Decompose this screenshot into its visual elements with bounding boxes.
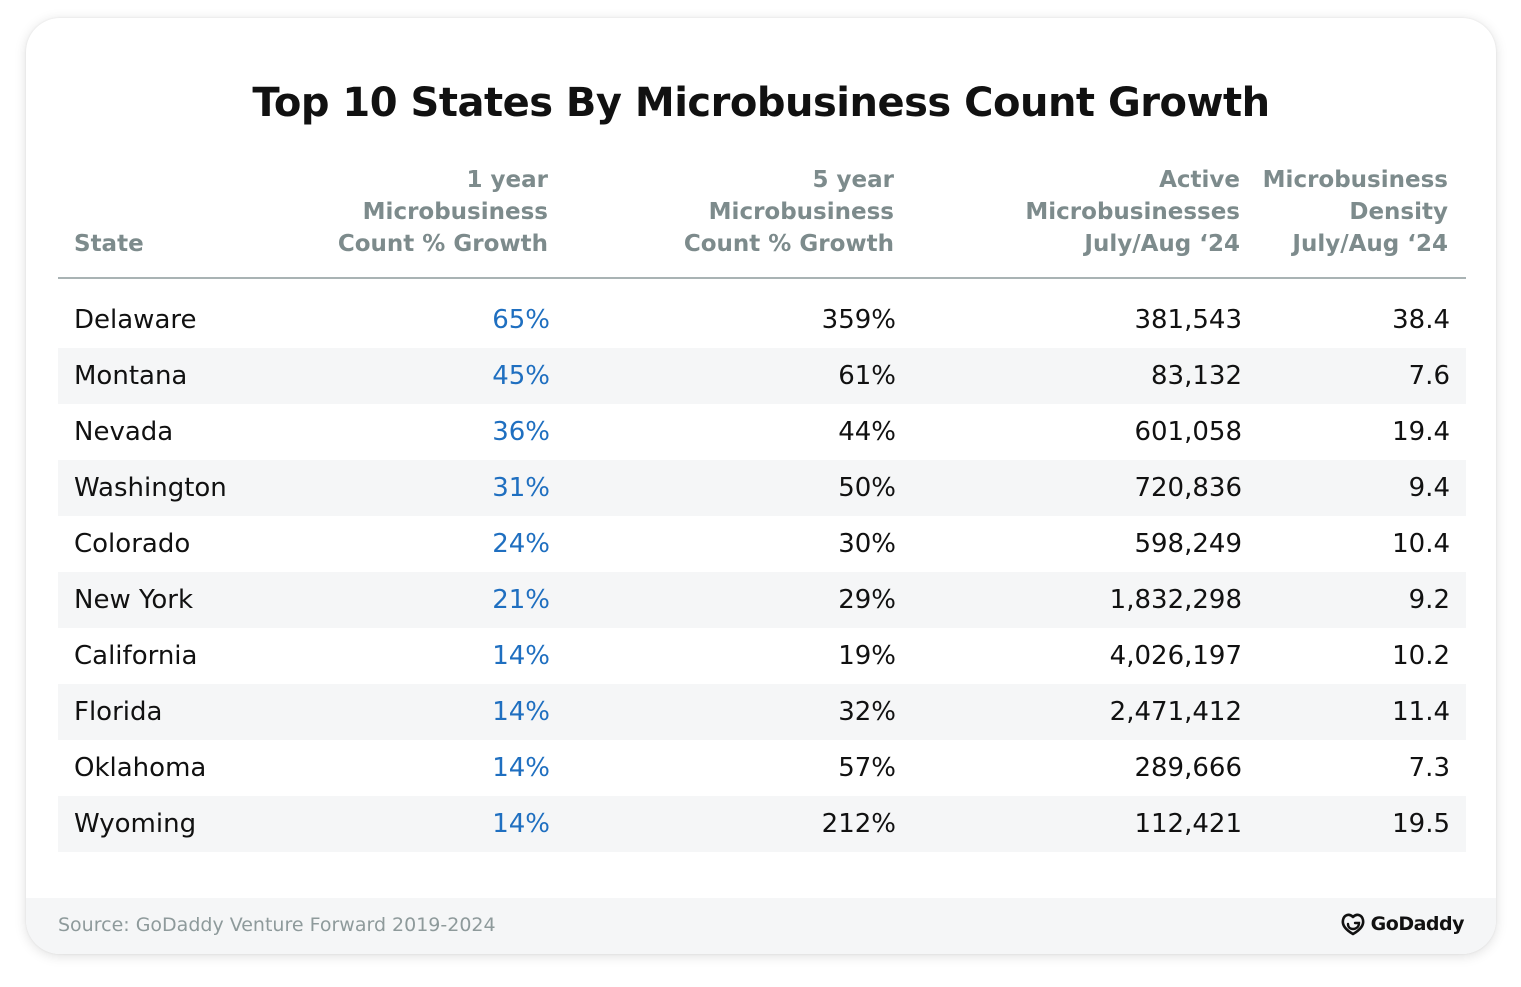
chart-card: Top 10 States By Microbusiness Count Gro… <box>26 18 1496 954</box>
cell-active-microbusinesses: 83,132 <box>1151 361 1242 391</box>
cell-one-year-growth: 24% <box>492 529 550 559</box>
cell-five-year-growth: 44% <box>838 417 896 447</box>
cell-five-year-growth: 32% <box>838 697 896 727</box>
table-body: Delaware 65% 359% 381,543 38.4 Montana 45% 61% 8… <box>58 292 1466 852</box>
godaddy-logo: GoDaddy <box>1340 912 1465 936</box>
header-one-year-growth: 1 year Microbusiness Count % Growth <box>337 167 548 257</box>
cell-state: Nevada <box>74 417 174 447</box>
cell-state: Oklahoma <box>74 753 207 783</box>
header-divider <box>58 277 1466 279</box>
source-note: Source: GoDaddy Venture Forward 2019-202… <box>58 914 496 936</box>
cell-state: Florida <box>74 697 163 727</box>
cell-active-microbusinesses: 1,832,298 <box>1109 585 1242 615</box>
cell-active-microbusinesses: 601,058 <box>1134 417 1242 447</box>
cell-five-year-growth: 61% <box>838 361 896 391</box>
cell-active-microbusinesses: 381,543 <box>1134 305 1242 335</box>
table-row: Wyoming 14% 212% 112,421 19.5 <box>58 796 1466 852</box>
cell-microbusiness-density: 38.4 <box>1392 305 1450 335</box>
table-row: Florida 14% 32% 2,471,412 11.4 <box>58 684 1466 740</box>
cell-microbusiness-density: 19.4 <box>1392 417 1450 447</box>
godaddy-logo-icon <box>1341 913 1365 936</box>
cell-microbusiness-density: 9.2 <box>1408 585 1450 615</box>
cell-microbusiness-density: 10.2 <box>1392 641 1450 671</box>
table-row: Oklahoma 14% 57% 289,666 7.3 <box>58 740 1466 796</box>
cell-five-year-growth: 359% <box>821 305 896 335</box>
cell-state: Montana <box>74 361 188 391</box>
cell-state: California <box>74 641 198 671</box>
cell-five-year-growth: 30% <box>838 529 896 559</box>
footer: Source: GoDaddy Venture Forward 2019-202… <box>26 898 1496 954</box>
cell-one-year-growth: 14% <box>492 809 550 839</box>
cell-state: New York <box>74 585 194 615</box>
cell-five-year-growth: 29% <box>838 585 896 615</box>
table-row: Washington 31% 50% 720,836 9.4 <box>58 460 1466 516</box>
header-state: State <box>74 231 144 257</box>
cell-microbusiness-density: 10.4 <box>1392 529 1450 559</box>
cell-microbusiness-density: 9.4 <box>1408 473 1450 503</box>
header-active-microbusinesses: Active Microbusinesses July/Aug ‘24 <box>1025 167 1240 257</box>
table-row: Nevada 36% 44% 601,058 19.4 <box>58 404 1466 460</box>
cell-microbusiness-density: 7.3 <box>1408 753 1450 783</box>
cell-active-microbusinesses: 720,836 <box>1134 473 1242 503</box>
table-row: New York 21% 29% 1,832,298 9.2 <box>58 572 1466 628</box>
cell-state: Colorado <box>74 529 191 559</box>
cell-microbusiness-density: 11.4 <box>1392 697 1450 727</box>
cell-five-year-growth: 57% <box>838 753 896 783</box>
cell-one-year-growth: 65% <box>492 305 550 335</box>
cell-one-year-growth: 14% <box>492 641 550 671</box>
cell-five-year-growth: 212% <box>821 809 896 839</box>
cell-one-year-growth: 14% <box>492 753 550 783</box>
cell-active-microbusinesses: 2,471,412 <box>1109 697 1242 727</box>
logo-text: GoDaddy <box>1370 913 1465 935</box>
cell-state: Delaware <box>74 305 197 335</box>
cell-active-microbusinesses: 598,249 <box>1134 529 1242 559</box>
header-five-year-growth: 5 year Microbusiness Count % Growth <box>683 167 894 257</box>
cell-state: Wyoming <box>74 809 197 839</box>
cell-state: Washington <box>74 473 227 503</box>
table-row: California 14% 19% 4,026,197 10.2 <box>58 628 1466 684</box>
cell-five-year-growth: 19% <box>838 641 896 671</box>
cell-microbusiness-density: 7.6 <box>1408 361 1450 391</box>
cell-one-year-growth: 21% <box>492 585 550 615</box>
cell-one-year-growth: 45% <box>492 361 550 391</box>
table-row: Colorado 24% 30% 598,249 10.4 <box>58 516 1466 572</box>
cell-microbusiness-density: 19.5 <box>1392 809 1450 839</box>
cell-five-year-growth: 50% <box>838 473 896 503</box>
cell-active-microbusinesses: 112,421 <box>1134 809 1242 839</box>
chart-title: Top 10 States By Microbusiness Count Gro… <box>252 80 1270 126</box>
cell-active-microbusinesses: 4,026,197 <box>1109 641 1242 671</box>
cell-one-year-growth: 36% <box>492 417 550 447</box>
cell-active-microbusinesses: 289,666 <box>1134 753 1242 783</box>
cell-one-year-growth: 31% <box>492 473 550 503</box>
header-microbusiness-density: Microbusiness Density July/Aug ‘24 <box>1262 167 1448 257</box>
cell-one-year-growth: 14% <box>492 697 550 727</box>
table-row: Montana 45% 61% 83,132 7.6 <box>58 348 1466 404</box>
table-row: Delaware 65% 359% 381,543 38.4 <box>58 292 1466 348</box>
